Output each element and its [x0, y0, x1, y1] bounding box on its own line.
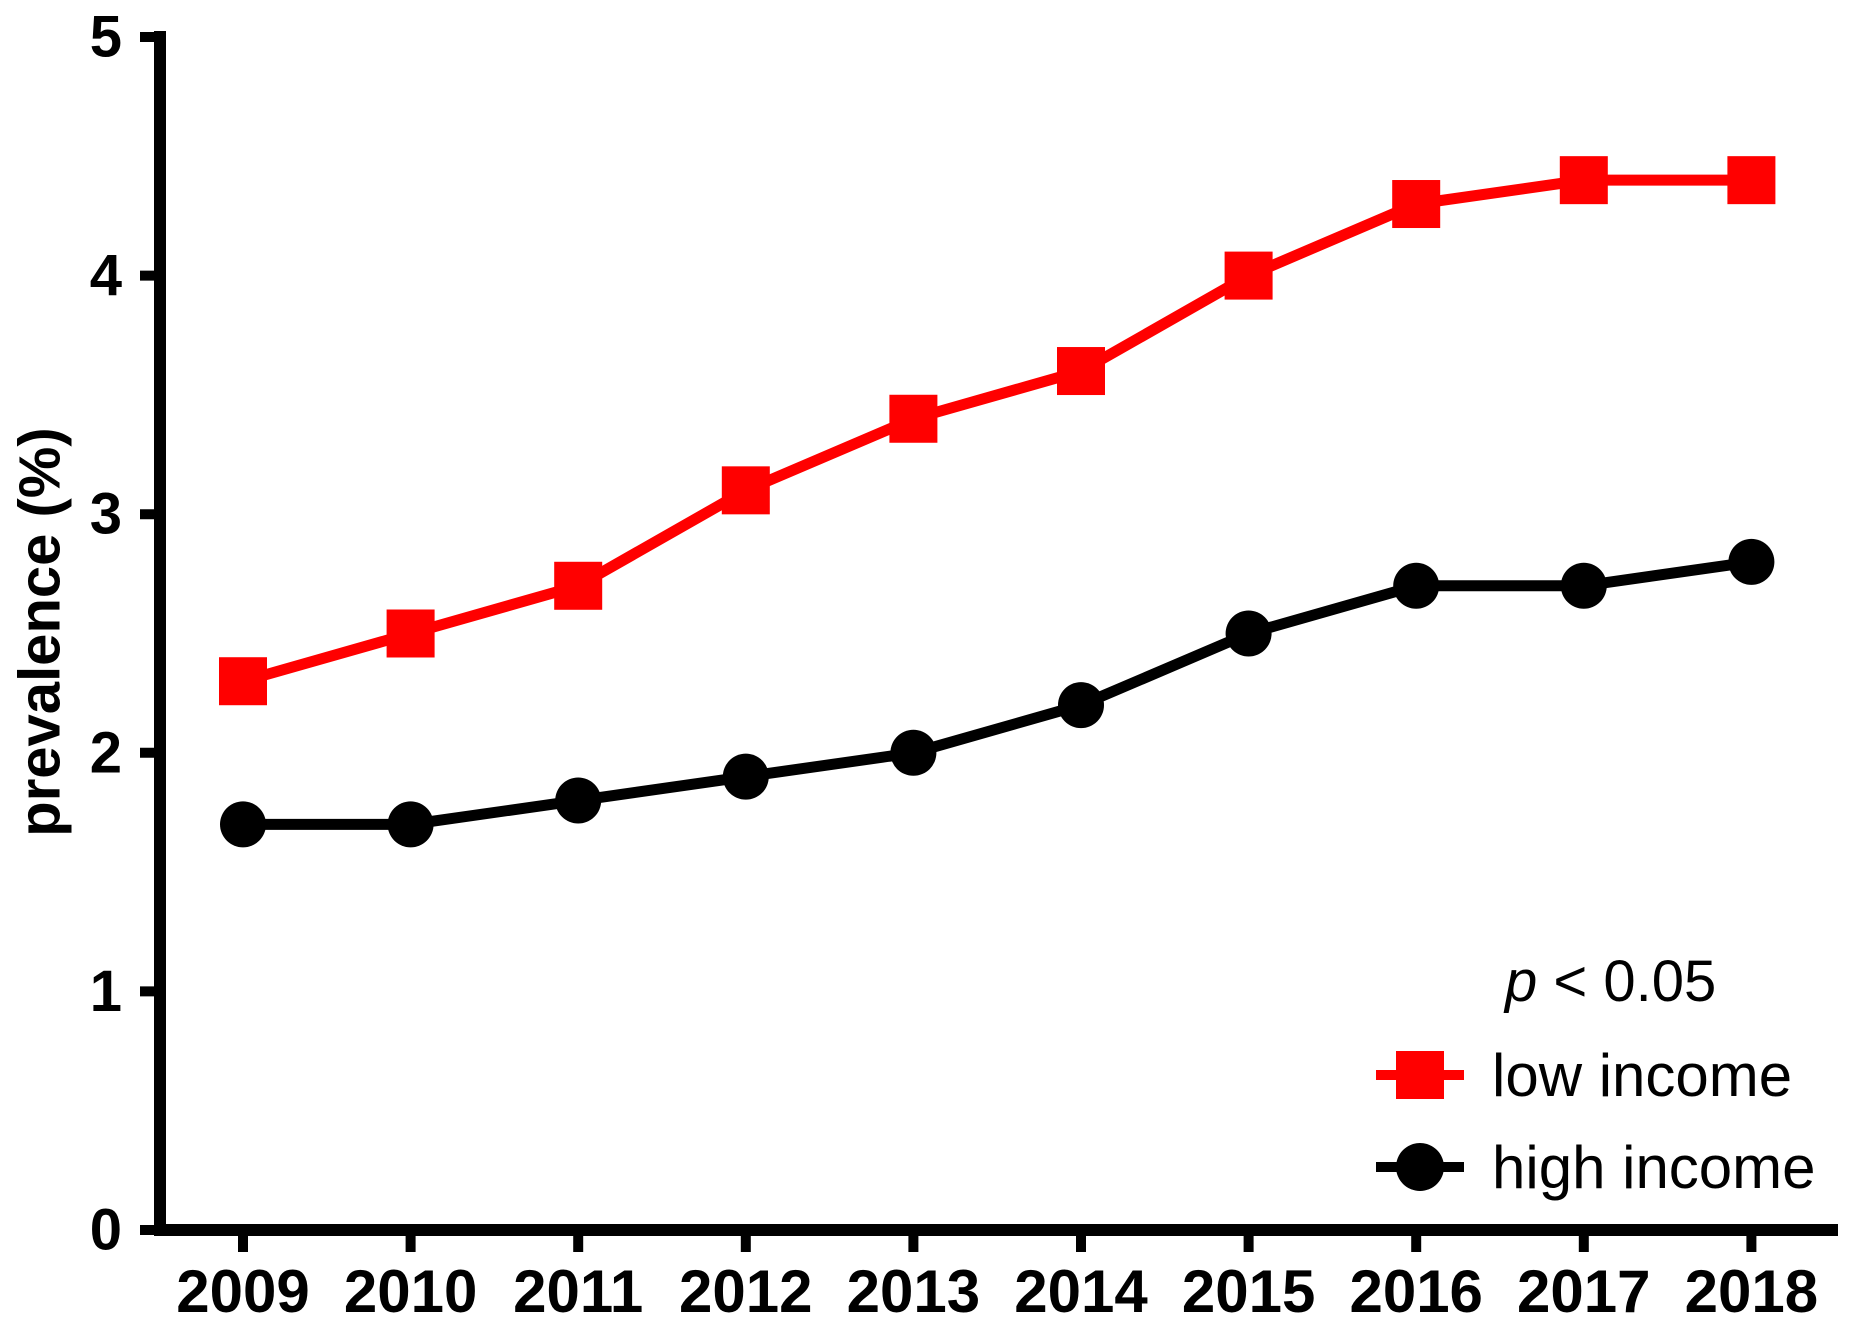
data-point-low-income-2018 [1727, 156, 1776, 205]
x-tick-label: 2012 [679, 1258, 812, 1325]
data-point-high-income-2012 [722, 753, 769, 800]
data-point-high-income-2015 [1225, 610, 1272, 657]
y-tick-label: 5 [90, 5, 122, 70]
data-point-high-income-2013 [890, 729, 937, 776]
x-tick-label: 2017 [1517, 1258, 1650, 1325]
data-point-low-income-2012 [721, 466, 770, 515]
legend-label-high-income: high income [1492, 1134, 1816, 1201]
y-tick-label: 2 [90, 720, 122, 785]
p-value-annotation: p < 0.05 [1503, 949, 1716, 1014]
series-line-high-income [243, 556, 1753, 830]
legend-label-low-income: low income [1492, 1042, 1792, 1109]
y-tick-label: 1 [90, 959, 122, 1024]
y-tick-label: 4 [90, 243, 122, 308]
y-tick-label: 3 [90, 482, 122, 547]
data-point-high-income-2018 [1728, 538, 1775, 585]
data-point-low-income-2010 [386, 609, 435, 658]
data-series [219, 156, 1776, 848]
y-tick-label: 0 [90, 1198, 122, 1263]
data-point-low-income-2016 [1392, 180, 1441, 229]
data-point-high-income-2014 [1058, 682, 1104, 729]
data-point-low-income-2013 [889, 394, 938, 443]
data-point-low-income-2015 [1224, 251, 1273, 300]
data-point-low-income-2014 [1057, 347, 1105, 396]
data-point-high-income-2009 [220, 801, 266, 848]
data-point-high-income-2010 [387, 801, 434, 848]
series-line-low-income [241, 174, 1752, 687]
data-point-high-income-2011 [555, 777, 602, 824]
legend-marker-low-income [1396, 1051, 1444, 1099]
x-tick-label: 2009 [176, 1258, 309, 1325]
data-point-high-income-2017 [1560, 562, 1607, 609]
axes: 0 1 2 3 4 5 2009 2010 2011 2012 2013 2014 2015 2016 20… [90, 5, 1838, 1325]
x-tick-label: 2014 [1014, 1258, 1148, 1325]
x-tick-label: 2010 [344, 1258, 477, 1325]
x-tick-label: 2018 [1685, 1258, 1818, 1325]
x-tick-label: 2016 [1349, 1258, 1482, 1325]
data-point-low-income-2011 [554, 561, 603, 610]
legend-marker-high-income [1396, 1143, 1444, 1191]
data-point-low-income-2017 [1559, 156, 1608, 205]
legend: p < 0.05 low income high income [1376, 949, 1816, 1201]
x-tick-label: 2011 [513, 1258, 643, 1325]
y-axis-title: prevalence (%) [8, 427, 73, 836]
data-point-high-income-2016 [1393, 562, 1440, 609]
data-point-low-income-2009 [219, 657, 267, 706]
x-tick-label: 2013 [847, 1258, 980, 1325]
x-tick-label: 2015 [1182, 1258, 1315, 1325]
